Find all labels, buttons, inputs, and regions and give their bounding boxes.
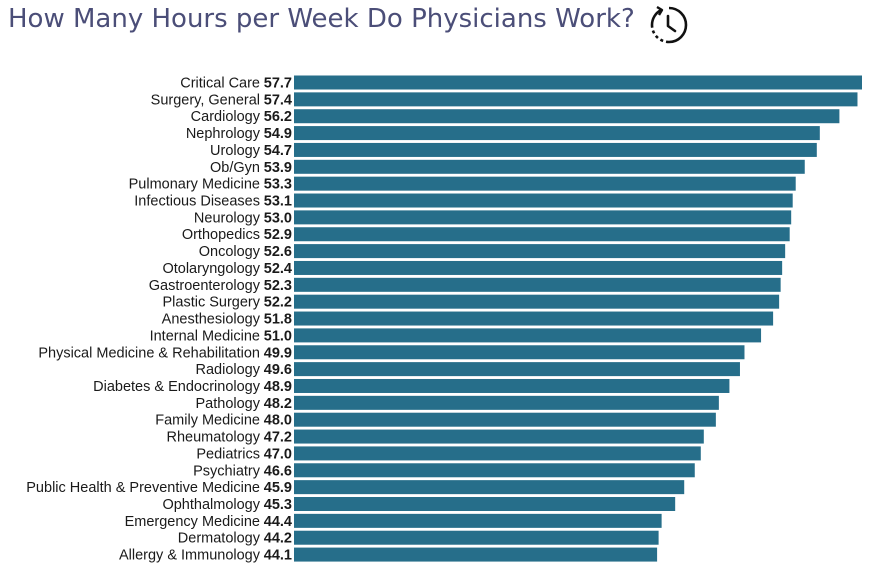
value-label: 48.9	[264, 379, 292, 395]
category-label: Orthopedics	[182, 227, 260, 243]
value-label: 57.7	[264, 76, 292, 92]
category-label: Emergency Medicine	[125, 514, 260, 530]
bar	[294, 480, 685, 495]
value-label: 44.4	[264, 514, 292, 530]
bar	[294, 328, 762, 343]
category-label: Plastic Surgery	[162, 295, 260, 311]
category-label: Neurology	[194, 210, 261, 226]
bar	[294, 345, 745, 360]
value-label: 51.0	[264, 328, 292, 344]
category-label: Allergy & Immunology	[119, 548, 261, 564]
category-label: Pulmonary Medicine	[129, 177, 260, 193]
bar	[294, 294, 780, 309]
value-label: 53.0	[264, 210, 292, 226]
value-label: 52.9	[264, 227, 292, 243]
bar	[294, 311, 774, 326]
bar	[294, 193, 793, 208]
value-label: 53.3	[264, 177, 292, 193]
category-label: Nephrology	[186, 126, 261, 142]
bar	[294, 176, 796, 191]
category-label: Infectious Diseases	[134, 194, 260, 210]
category-label: Diabetes & Endocrinology	[93, 379, 261, 395]
value-label: 54.7	[264, 143, 292, 159]
value-label: 44.1	[264, 548, 292, 564]
value-label: 53.1	[264, 194, 292, 210]
value-label: 57.4	[264, 92, 292, 108]
category-label: Radiology	[196, 362, 261, 378]
value-label: 52.2	[264, 295, 292, 311]
category-label: Critical Care	[180, 76, 260, 92]
bar	[294, 142, 817, 157]
category-label: Ophthalmology	[162, 497, 260, 513]
bar	[294, 463, 695, 478]
bar	[294, 277, 781, 292]
category-label: Pathology	[196, 396, 261, 412]
category-label: Internal Medicine	[150, 328, 260, 344]
category-label: Dermatology	[178, 531, 261, 547]
bar	[294, 159, 805, 174]
bar	[294, 210, 792, 225]
value-label: 46.6	[264, 463, 292, 479]
bar	[294, 378, 730, 393]
value-label: 52.6	[264, 244, 292, 260]
category-label: Oncology	[199, 244, 261, 260]
clock-icon	[650, 5, 688, 44]
bar	[294, 497, 676, 511]
category-label: Physical Medicine & Rehabilitation	[38, 345, 260, 361]
category-label: Rheumatology	[167, 430, 261, 446]
bar	[294, 126, 820, 141]
category-label: Otolaryngology	[162, 261, 260, 277]
value-label: 56.2	[264, 109, 292, 125]
value-label: 52.4	[264, 261, 292, 277]
category-label: Urology	[210, 143, 261, 159]
bar	[294, 227, 790, 242]
value-label: 48.0	[264, 413, 292, 429]
bar	[294, 244, 786, 259]
category-label: Anesthesiology	[162, 312, 261, 328]
value-label: 45.3	[264, 497, 292, 513]
bar	[294, 429, 704, 444]
bar	[294, 547, 658, 562]
category-label: Pediatrics	[196, 446, 260, 462]
bar	[294, 362, 740, 377]
value-label: 47.2	[264, 430, 292, 446]
bar	[294, 513, 662, 528]
bar	[294, 395, 719, 410]
value-label: 49.9	[264, 345, 292, 361]
value-label: 54.9	[264, 126, 292, 142]
value-label: 45.9	[264, 480, 292, 496]
bar	[294, 92, 858, 107]
bar	[294, 446, 701, 461]
value-label: 51.8	[264, 312, 292, 328]
category-label: Surgery, General	[151, 92, 260, 108]
category-label: Gastroenterology	[149, 278, 261, 294]
bar	[294, 530, 659, 545]
value-label: 49.6	[264, 362, 292, 378]
category-label: Psychiatry	[193, 463, 261, 479]
value-label: 47.0	[264, 446, 292, 462]
bar	[294, 75, 862, 90]
category-label: Public Health & Preventive Medicine	[26, 480, 260, 496]
category-label: Family Medicine	[155, 413, 260, 429]
value-label: 53.9	[264, 160, 292, 176]
category-label: Ob/Gyn	[210, 160, 260, 176]
value-label: 52.3	[264, 278, 292, 294]
bar	[294, 109, 840, 124]
bar	[294, 260, 783, 275]
category-label: Cardiology	[191, 109, 261, 125]
value-label: 48.2	[264, 396, 292, 412]
chart-title: How Many Hours per Week Do Physicians Wo…	[8, 4, 635, 34]
bar	[294, 412, 716, 427]
value-label: 44.2	[264, 531, 292, 547]
